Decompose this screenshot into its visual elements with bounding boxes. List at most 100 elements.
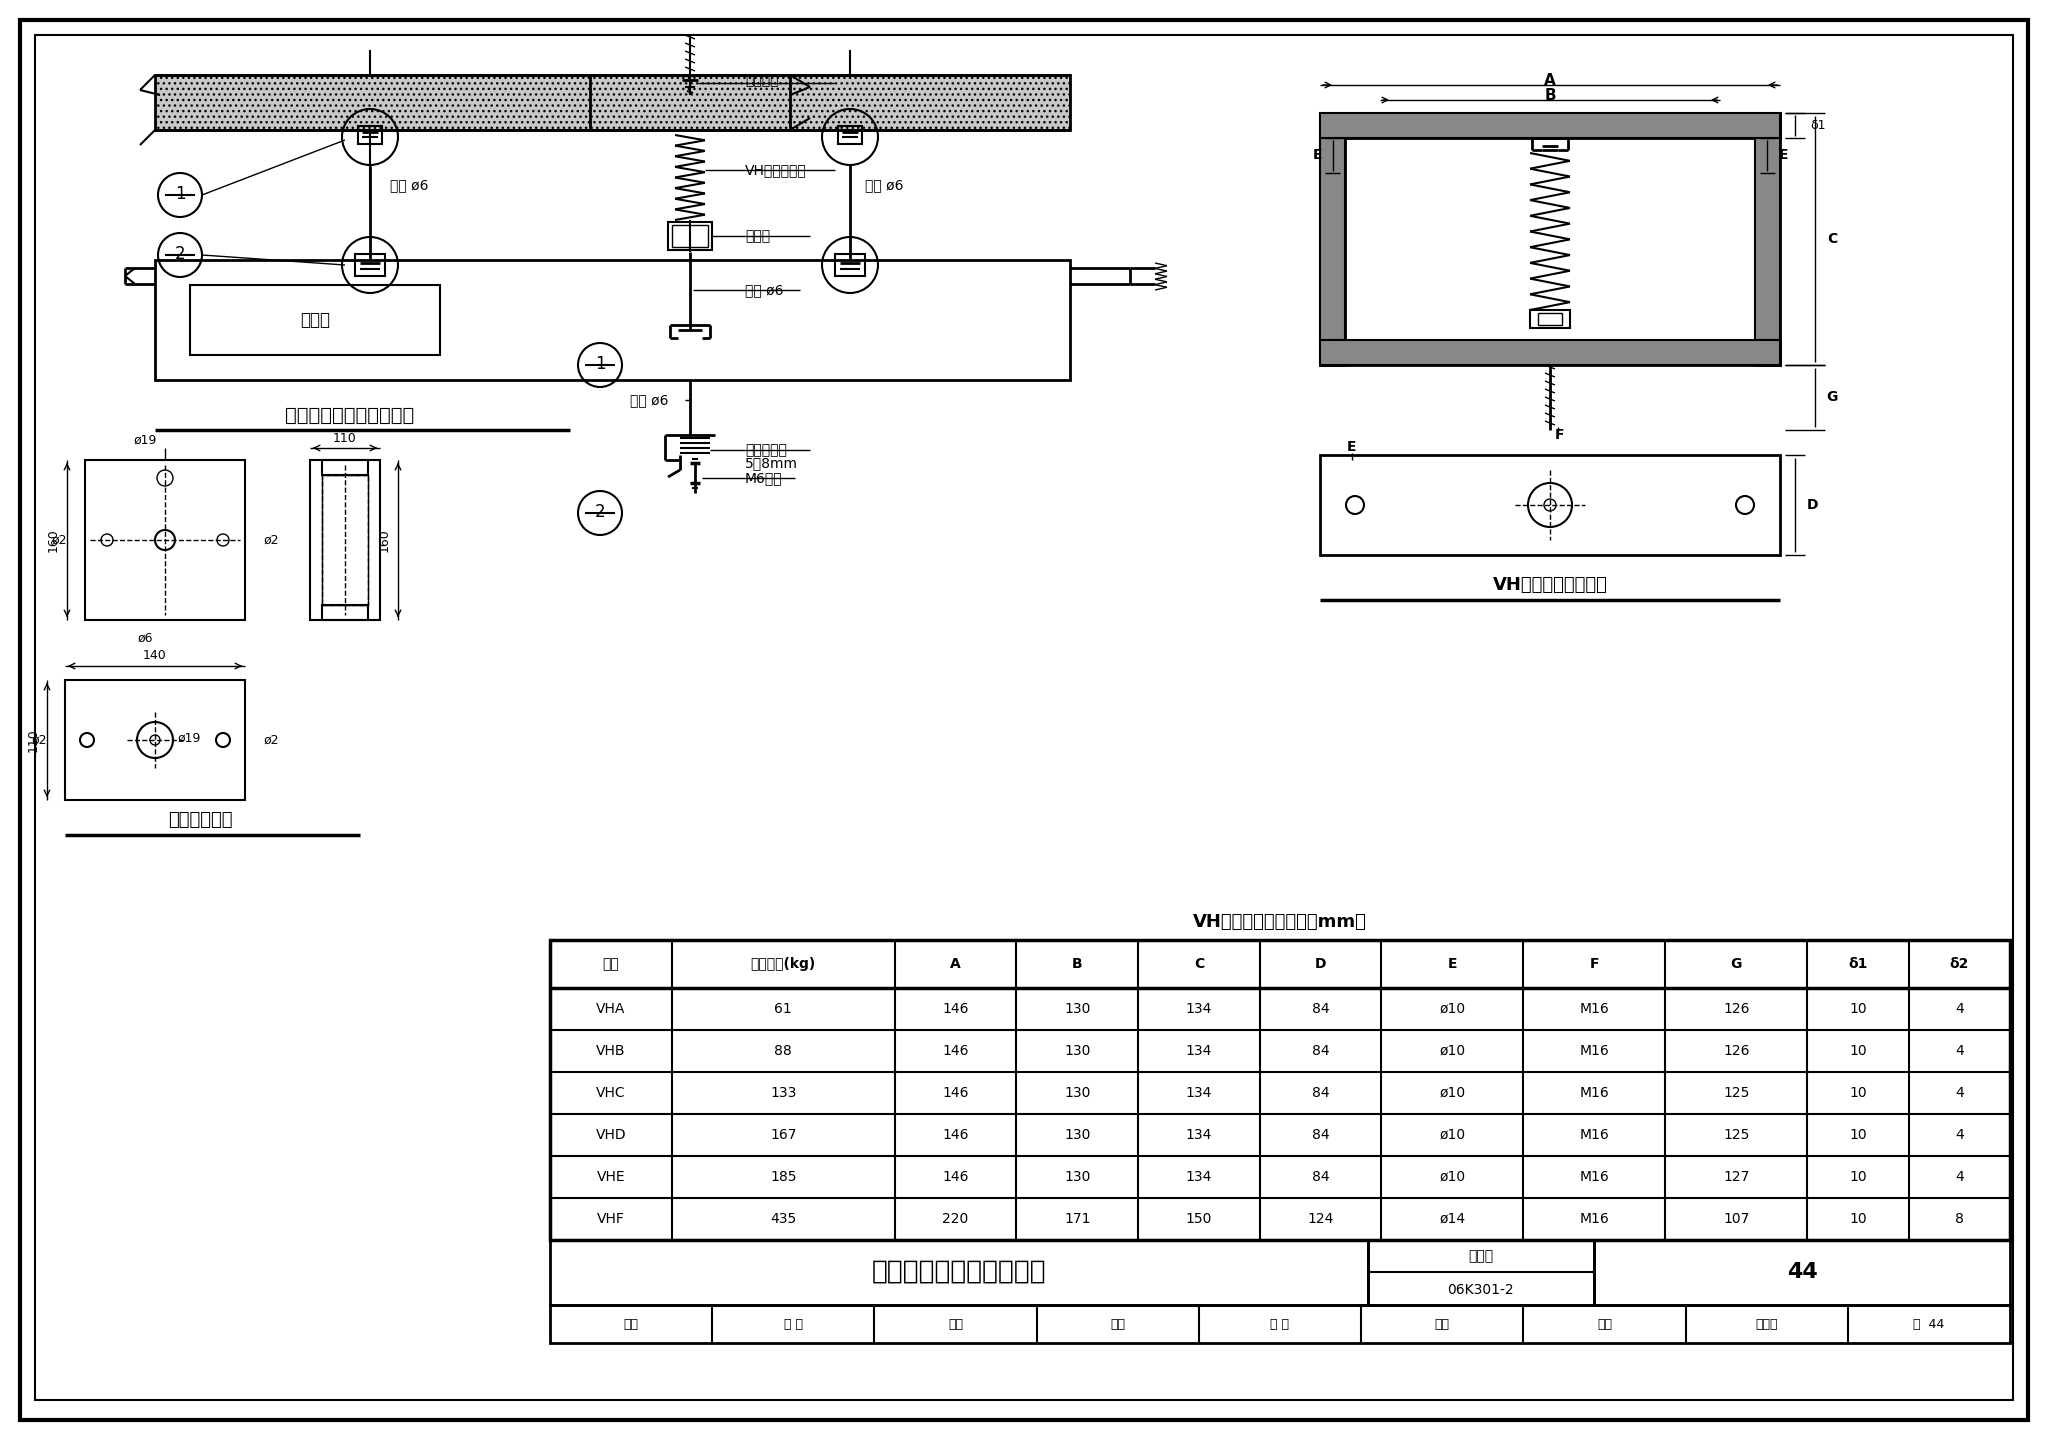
Text: 134: 134 [1186, 1044, 1212, 1058]
Text: 吊杆 ø6: 吊杆 ø6 [745, 284, 784, 297]
Text: VH型弹性吊架: VH型弹性吊架 [745, 163, 807, 177]
Text: D: D [1806, 498, 1819, 513]
Bar [66, 680, 246, 801]
Text: ø10: ø10 [1440, 1002, 1466, 1017]
Text: 吊杆 ø6: 吊杆 ø6 [864, 179, 903, 192]
Text: M16: M16 [1579, 1086, 1610, 1100]
Text: 季 伟: 季 伟 [784, 1318, 803, 1331]
Bar [1321, 340, 1780, 364]
Text: 10: 10 [1849, 1044, 1866, 1058]
Bar [1321, 138, 1346, 340]
Text: 130: 130 [1065, 1169, 1090, 1184]
Text: ø19: ø19 [133, 433, 158, 446]
Text: 阅览: 阅览 [1436, 1318, 1450, 1331]
Bar [156, 75, 1069, 130]
Text: G: G [1827, 390, 1837, 405]
Text: 10: 10 [1849, 1086, 1866, 1100]
Text: 160: 160 [377, 528, 391, 552]
Bar [668, 222, 713, 251]
Bar [551, 1240, 1368, 1305]
Text: 146: 146 [942, 1169, 969, 1184]
Bar [1755, 138, 1780, 340]
Text: 10: 10 [1849, 1169, 1866, 1184]
Text: 10: 10 [1849, 1212, 1866, 1225]
Text: 124: 124 [1307, 1212, 1333, 1225]
Text: 连接件零件图: 连接件零件图 [168, 811, 231, 829]
Text: 130: 130 [1065, 1002, 1090, 1017]
Text: 107: 107 [1722, 1212, 1749, 1225]
Text: E: E [1348, 441, 1356, 454]
Bar [322, 475, 369, 605]
Text: 吊杆 ø6: 吊杆 ø6 [389, 179, 428, 192]
Text: ø10: ø10 [1440, 1086, 1466, 1100]
Bar [1755, 138, 1780, 340]
Bar [1530, 310, 1571, 328]
Text: 84: 84 [1311, 1044, 1329, 1058]
Text: δ1: δ1 [1810, 118, 1825, 131]
Bar [322, 459, 369, 475]
Text: 130: 130 [1065, 1128, 1090, 1142]
Text: ø2: ø2 [262, 733, 279, 746]
Text: F: F [1554, 428, 1565, 442]
Text: 10: 10 [1849, 1002, 1866, 1017]
Text: 图集号: 图集号 [1468, 1248, 1493, 1263]
Bar [551, 940, 2009, 1240]
Text: 84: 84 [1311, 1169, 1329, 1184]
Text: 1: 1 [174, 184, 184, 203]
Text: 8: 8 [1956, 1212, 1964, 1225]
Text: 134: 134 [1186, 1128, 1212, 1142]
Text: 134: 134 [1186, 1169, 1212, 1184]
Text: M16: M16 [1579, 1128, 1610, 1142]
Text: 88: 88 [774, 1044, 793, 1058]
Text: 5～8mm: 5～8mm [745, 456, 799, 469]
Text: 膨胀螺栓: 膨胀螺栓 [745, 73, 778, 86]
Bar [309, 459, 381, 621]
Text: 134: 134 [1186, 1002, 1212, 1017]
Text: VHA: VHA [596, 1002, 625, 1017]
Bar [1321, 138, 1346, 340]
Bar [322, 475, 369, 605]
Text: 4: 4 [1956, 1086, 1964, 1100]
Text: 06K301-2: 06K301-2 [1448, 1283, 1513, 1297]
Bar [1368, 1240, 1593, 1305]
Text: F: F [1589, 958, 1599, 971]
Text: 126: 126 [1722, 1044, 1749, 1058]
Bar [86, 459, 246, 621]
Text: ø14: ø14 [1440, 1212, 1466, 1225]
Text: M6螺柱: M6螺柱 [745, 471, 782, 485]
Text: ø6: ø6 [137, 632, 154, 645]
Text: 4: 4 [1956, 1044, 1964, 1058]
Text: 4: 4 [1956, 1128, 1964, 1142]
Text: 型号: 型号 [602, 958, 618, 971]
Bar [358, 127, 383, 144]
Bar [1321, 112, 1346, 364]
Bar [551, 1305, 2009, 1344]
Text: 84: 84 [1311, 1002, 1329, 1017]
Text: 校对: 校对 [1110, 1318, 1124, 1331]
Text: M16: M16 [1579, 1002, 1610, 1017]
Text: 84: 84 [1311, 1128, 1329, 1142]
Text: B: B [1544, 88, 1556, 102]
Text: C: C [1827, 232, 1837, 246]
Text: ø10: ø10 [1440, 1128, 1466, 1142]
Text: VH型弹性吊架选用表（mm）: VH型弹性吊架选用表（mm） [1194, 913, 1366, 932]
Text: M16: M16 [1579, 1212, 1610, 1225]
Text: M16: M16 [1579, 1044, 1610, 1058]
Text: 126: 126 [1722, 1002, 1749, 1017]
Text: ø2: ø2 [262, 533, 279, 547]
Text: ø10: ø10 [1440, 1044, 1466, 1058]
Text: 127: 127 [1722, 1169, 1749, 1184]
Bar [838, 127, 862, 144]
Text: 电控盒: 电控盒 [299, 311, 330, 328]
Bar [1321, 340, 1780, 364]
Text: 额定荷载(kg): 额定荷载(kg) [750, 958, 815, 971]
Text: C: C [1194, 958, 1204, 971]
Text: 146: 146 [942, 1044, 969, 1058]
Bar [156, 261, 1069, 380]
Text: 61: 61 [774, 1002, 793, 1017]
Text: VHD: VHD [596, 1128, 627, 1142]
Text: 125: 125 [1722, 1128, 1749, 1142]
Text: 吊杆 ø6: 吊杆 ø6 [631, 393, 668, 408]
Text: 2: 2 [594, 503, 606, 521]
Bar [1538, 312, 1563, 325]
